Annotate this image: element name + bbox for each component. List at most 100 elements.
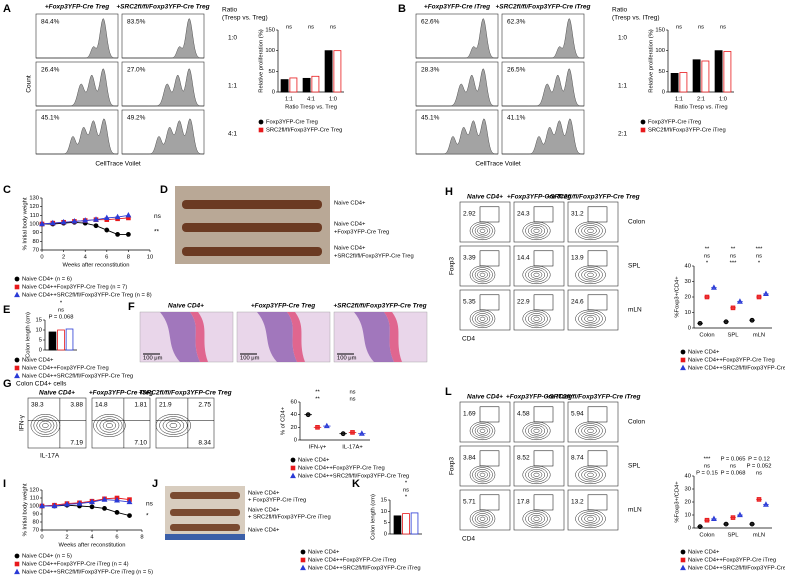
x-tick-label: mLN	[753, 533, 765, 539]
legend-entry: SRC2fl/fl/Foxp3YFP-Cre Treg	[266, 128, 342, 134]
legend-entry: Foxp3YFP-Cre iTreg	[648, 120, 701, 126]
annotation: ***	[756, 247, 764, 253]
gate	[587, 294, 608, 311]
x-axis-label: CD4	[462, 536, 475, 543]
contour	[525, 311, 548, 327]
bar	[723, 51, 732, 93]
flow-frame	[91, 397, 151, 449]
marker	[762, 501, 769, 507]
contour	[477, 270, 488, 279]
bar	[311, 75, 320, 93]
annotation: **	[705, 247, 710, 253]
row-label: mLN	[628, 507, 642, 514]
marker	[680, 349, 686, 355]
marker	[723, 319, 729, 325]
contour	[472, 511, 493, 527]
contour	[533, 516, 540, 521]
y-tick-label: 5	[384, 520, 387, 526]
marker	[115, 232, 120, 237]
histogram	[416, 18, 499, 59]
annotation: ns	[286, 25, 292, 31]
gate	[479, 250, 500, 267]
y-axis-label: Relative proliferation (%)	[649, 29, 655, 93]
annotation: ns	[330, 25, 336, 31]
panel-letter: H	[445, 186, 453, 198]
contour	[166, 420, 181, 431]
y-tick-label: 20	[291, 425, 297, 431]
gate	[479, 450, 500, 467]
gate-label: 5.94	[571, 411, 584, 418]
contour	[155, 414, 192, 437]
percent-label: 28.3%	[421, 67, 440, 74]
column-head: +SRC2fl/fl/Foxp3YFP-Cre iTreg	[495, 4, 590, 11]
x-tick-label: 4	[84, 255, 88, 261]
quadrant-label: 38.3	[31, 402, 44, 409]
y-axis-label: % of CD4+	[281, 406, 287, 435]
contour	[587, 316, 594, 321]
annotation: ns	[676, 25, 682, 31]
legend-entry: Naive CD4+	[308, 550, 340, 556]
y-axis-label: %Foxp3+/CD4+	[675, 481, 681, 523]
contour	[578, 311, 603, 327]
contour	[530, 270, 543, 279]
marker	[749, 521, 755, 527]
y-axis-label: IFN-γ	[19, 414, 26, 431]
bar	[393, 515, 402, 535]
marker	[125, 211, 132, 218]
marker	[125, 232, 131, 237]
x-tick-label: 6	[115, 535, 118, 541]
marker	[762, 290, 769, 296]
marker	[14, 365, 20, 371]
annotation: P = 0.052	[747, 464, 772, 470]
bar	[402, 513, 410, 535]
marker	[14, 284, 20, 290]
bar	[280, 79, 289, 93]
legend-entry: Naive CD4+ (n = 5)	[22, 554, 72, 560]
marker	[76, 500, 83, 506]
gate	[533, 206, 554, 223]
marker	[640, 119, 646, 125]
marker	[730, 305, 736, 311]
marker	[51, 502, 58, 509]
y-tick-label: 30	[685, 487, 691, 493]
photo-label: Naive CD4+	[334, 222, 366, 228]
percent-label: 41.1%	[507, 115, 526, 122]
marker	[290, 472, 296, 479]
contour	[477, 226, 488, 235]
contour	[528, 269, 545, 281]
y-axis-label: Count	[26, 75, 33, 93]
photo-label: Naive CD4+	[248, 528, 280, 534]
x-tick-label: IFN-γ+	[309, 445, 327, 451]
y-tick-label: 0	[688, 326, 691, 332]
gate-label: 1.69	[463, 411, 476, 418]
marker	[680, 364, 686, 371]
marker	[358, 430, 365, 436]
x-tick-label: Colon	[699, 333, 714, 339]
x-tick-label: 0	[40, 535, 43, 541]
legend-entry: SRC2fl/fl/Foxp3YFP-Cre iTreg	[648, 128, 726, 134]
contour	[528, 425, 545, 437]
marker	[114, 510, 120, 515]
marker	[126, 498, 133, 505]
contour	[581, 469, 600, 481]
marker	[290, 465, 296, 471]
contour	[528, 313, 545, 325]
annotation: ns	[349, 397, 355, 403]
legend-entry: Naive CD4++Foxp3YFP-Cre Treg	[298, 466, 385, 472]
contour	[578, 511, 603, 527]
contour	[477, 426, 488, 435]
column-head: Naive CD4+	[467, 194, 503, 201]
photo-label: + Foxp3YFP-Cre iTreg	[248, 498, 306, 504]
x-tick-label: SPL	[728, 533, 740, 539]
marker	[680, 557, 686, 563]
annotation: **	[315, 390, 320, 396]
y-tick-label: 90	[33, 512, 39, 518]
contour	[528, 225, 545, 237]
ratio-label: 1:1	[228, 83, 237, 90]
colon-tissue	[182, 247, 322, 256]
quadrant-label: 7.10	[134, 440, 147, 447]
marker	[127, 513, 132, 518]
annotation: **	[731, 247, 736, 253]
y-tick-label: 20	[685, 295, 691, 301]
marker	[749, 317, 755, 323]
